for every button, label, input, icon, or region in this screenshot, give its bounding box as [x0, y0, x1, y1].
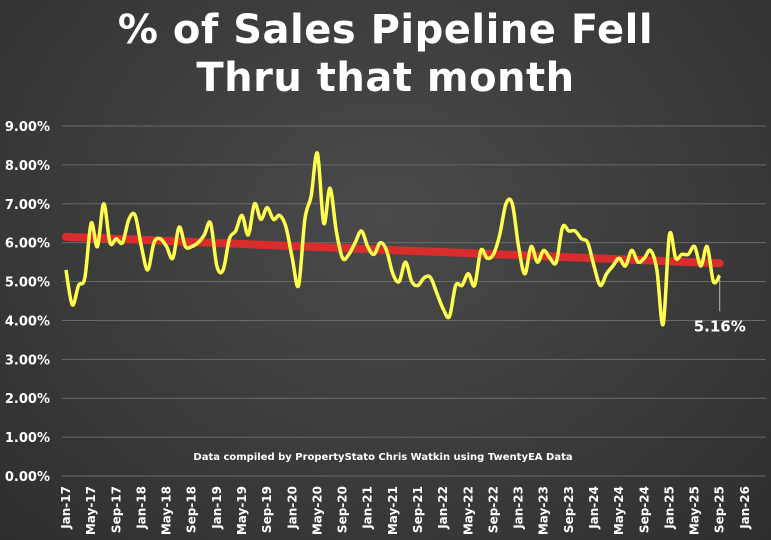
x-tick-label: May-25 — [688, 486, 702, 535]
y-tick-label: 2.00% — [5, 392, 50, 407]
x-tick-label: Jan-21 — [361, 486, 375, 530]
chart-title-line-1: % of Sales Pipeline Fell — [117, 7, 654, 53]
x-tick-label: Sep-19 — [260, 486, 274, 533]
y-tick-label: 4.00% — [5, 314, 50, 329]
x-tick-label: Sep-17 — [109, 486, 123, 533]
x-tick-label: Sep-24 — [637, 486, 651, 533]
y-tick-label: 9.00% — [5, 120, 50, 135]
x-tick-label: May-21 — [386, 486, 400, 535]
x-tick-label: Jan-18 — [134, 486, 148, 530]
pipeline-fell-through-line — [64, 151, 722, 327]
y-tick-label: 6.00% — [5, 237, 50, 252]
data-labels: 5.16% — [694, 279, 746, 335]
x-tick-label: Jan-19 — [210, 486, 224, 530]
x-tick-label: Sep-22 — [486, 486, 500, 533]
x-tick-label: Jan-26 — [738, 486, 752, 530]
x-tick-label: Sep-20 — [336, 486, 350, 533]
x-tick-label: May-22 — [461, 486, 475, 535]
x-tick-label: Sep-18 — [185, 486, 199, 533]
chart-title: % of Sales Pipeline Fell Thru that month — [0, 6, 771, 102]
x-tick-label: Sep-23 — [562, 486, 576, 533]
y-axis-ticks: 0.00% 1.00% 2.00% 3.00% 4.00% 5.00% 6.00% 7.00%… — [5, 120, 50, 485]
x-tick-label: Jan-24 — [587, 486, 601, 530]
x-tick-label: Jan-20 — [285, 486, 299, 530]
y-tick-label: 1.00% — [5, 431, 50, 446]
x-tick-label: May-23 — [537, 486, 551, 535]
x-tick-label: Sep-25 — [713, 486, 727, 533]
y-tick-label: 8.00% — [5, 159, 50, 174]
y-tick-label: 0.00% — [5, 470, 50, 485]
series — [62, 151, 724, 327]
x-tick-label: Jan-22 — [436, 486, 450, 530]
x-tick-label: May-18 — [160, 486, 174, 535]
x-tick-label: May-17 — [84, 486, 98, 535]
x-tick-label: Jan-17 — [59, 486, 73, 530]
x-tick-label: May-24 — [612, 486, 626, 535]
y-tick-label: 5.00% — [5, 276, 50, 291]
x-tick-label: May-19 — [235, 486, 249, 535]
gridlines — [62, 125, 766, 477]
chart-title-line-2: Thru that month — [196, 55, 575, 101]
x-tick-label: Jan-25 — [662, 486, 676, 530]
x-tick-label: Jan-23 — [512, 486, 526, 530]
last-value-label: 5.16% — [694, 317, 746, 335]
y-tick-label: 3.00% — [5, 353, 50, 368]
x-axis-ticks: Jan-17 May-17 Sep-17 Jan-18 May-18 Sep-18 Jan-… — [59, 486, 752, 535]
x-tick-label: Sep-21 — [411, 486, 425, 533]
data-source-annotation: Data compiled by PropertyStato Chris Wat… — [193, 452, 572, 463]
x-tick-label: May-20 — [310, 486, 324, 535]
y-tick-label: 7.00% — [5, 198, 50, 213]
